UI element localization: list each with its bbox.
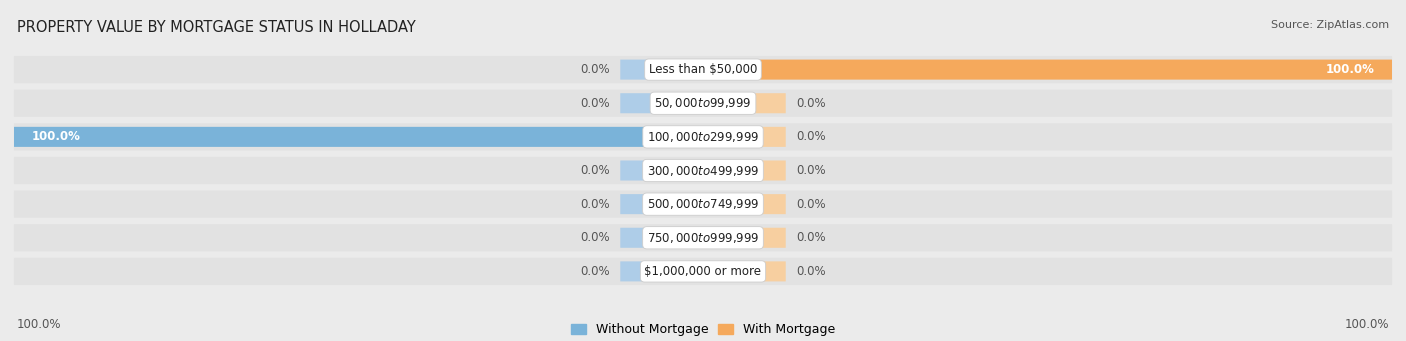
FancyBboxPatch shape	[703, 261, 786, 281]
Text: 100.0%: 100.0%	[17, 318, 62, 331]
FancyBboxPatch shape	[14, 90, 1392, 117]
FancyBboxPatch shape	[14, 258, 1392, 285]
Text: $1,000,000 or more: $1,000,000 or more	[644, 265, 762, 278]
Text: $750,000 to $999,999: $750,000 to $999,999	[647, 231, 759, 245]
FancyBboxPatch shape	[620, 60, 703, 80]
Text: 0.0%: 0.0%	[581, 231, 610, 244]
FancyBboxPatch shape	[620, 161, 703, 180]
FancyBboxPatch shape	[703, 161, 786, 180]
Text: 100.0%: 100.0%	[1344, 318, 1389, 331]
FancyBboxPatch shape	[14, 224, 1392, 251]
FancyBboxPatch shape	[703, 60, 1392, 80]
Text: 0.0%: 0.0%	[581, 164, 610, 177]
Text: 0.0%: 0.0%	[581, 265, 610, 278]
Text: 0.0%: 0.0%	[796, 97, 825, 110]
FancyBboxPatch shape	[703, 194, 786, 214]
FancyBboxPatch shape	[620, 194, 703, 214]
FancyBboxPatch shape	[703, 127, 786, 147]
Text: PROPERTY VALUE BY MORTGAGE STATUS IN HOLLADAY: PROPERTY VALUE BY MORTGAGE STATUS IN HOL…	[17, 20, 416, 35]
Text: 0.0%: 0.0%	[796, 198, 825, 211]
Text: 100.0%: 100.0%	[1326, 63, 1375, 76]
Text: Source: ZipAtlas.com: Source: ZipAtlas.com	[1271, 20, 1389, 30]
Text: $50,000 to $99,999: $50,000 to $99,999	[654, 96, 752, 110]
FancyBboxPatch shape	[14, 157, 1392, 184]
Text: 0.0%: 0.0%	[581, 63, 610, 76]
Text: 0.0%: 0.0%	[581, 198, 610, 211]
FancyBboxPatch shape	[620, 228, 703, 248]
Legend: Without Mortgage, With Mortgage: Without Mortgage, With Mortgage	[565, 318, 841, 341]
Text: 0.0%: 0.0%	[796, 130, 825, 143]
Text: Less than $50,000: Less than $50,000	[648, 63, 758, 76]
FancyBboxPatch shape	[14, 123, 1392, 150]
Text: 0.0%: 0.0%	[796, 265, 825, 278]
Text: 100.0%: 100.0%	[31, 130, 80, 143]
Text: $300,000 to $499,999: $300,000 to $499,999	[647, 163, 759, 178]
FancyBboxPatch shape	[620, 261, 703, 281]
FancyBboxPatch shape	[703, 93, 786, 113]
Text: 0.0%: 0.0%	[796, 164, 825, 177]
FancyBboxPatch shape	[14, 191, 1392, 218]
FancyBboxPatch shape	[14, 127, 703, 147]
FancyBboxPatch shape	[14, 56, 1392, 83]
FancyBboxPatch shape	[620, 93, 703, 113]
Text: $500,000 to $749,999: $500,000 to $749,999	[647, 197, 759, 211]
FancyBboxPatch shape	[703, 228, 786, 248]
Text: $100,000 to $299,999: $100,000 to $299,999	[647, 130, 759, 144]
Text: 0.0%: 0.0%	[581, 97, 610, 110]
Text: 0.0%: 0.0%	[796, 231, 825, 244]
